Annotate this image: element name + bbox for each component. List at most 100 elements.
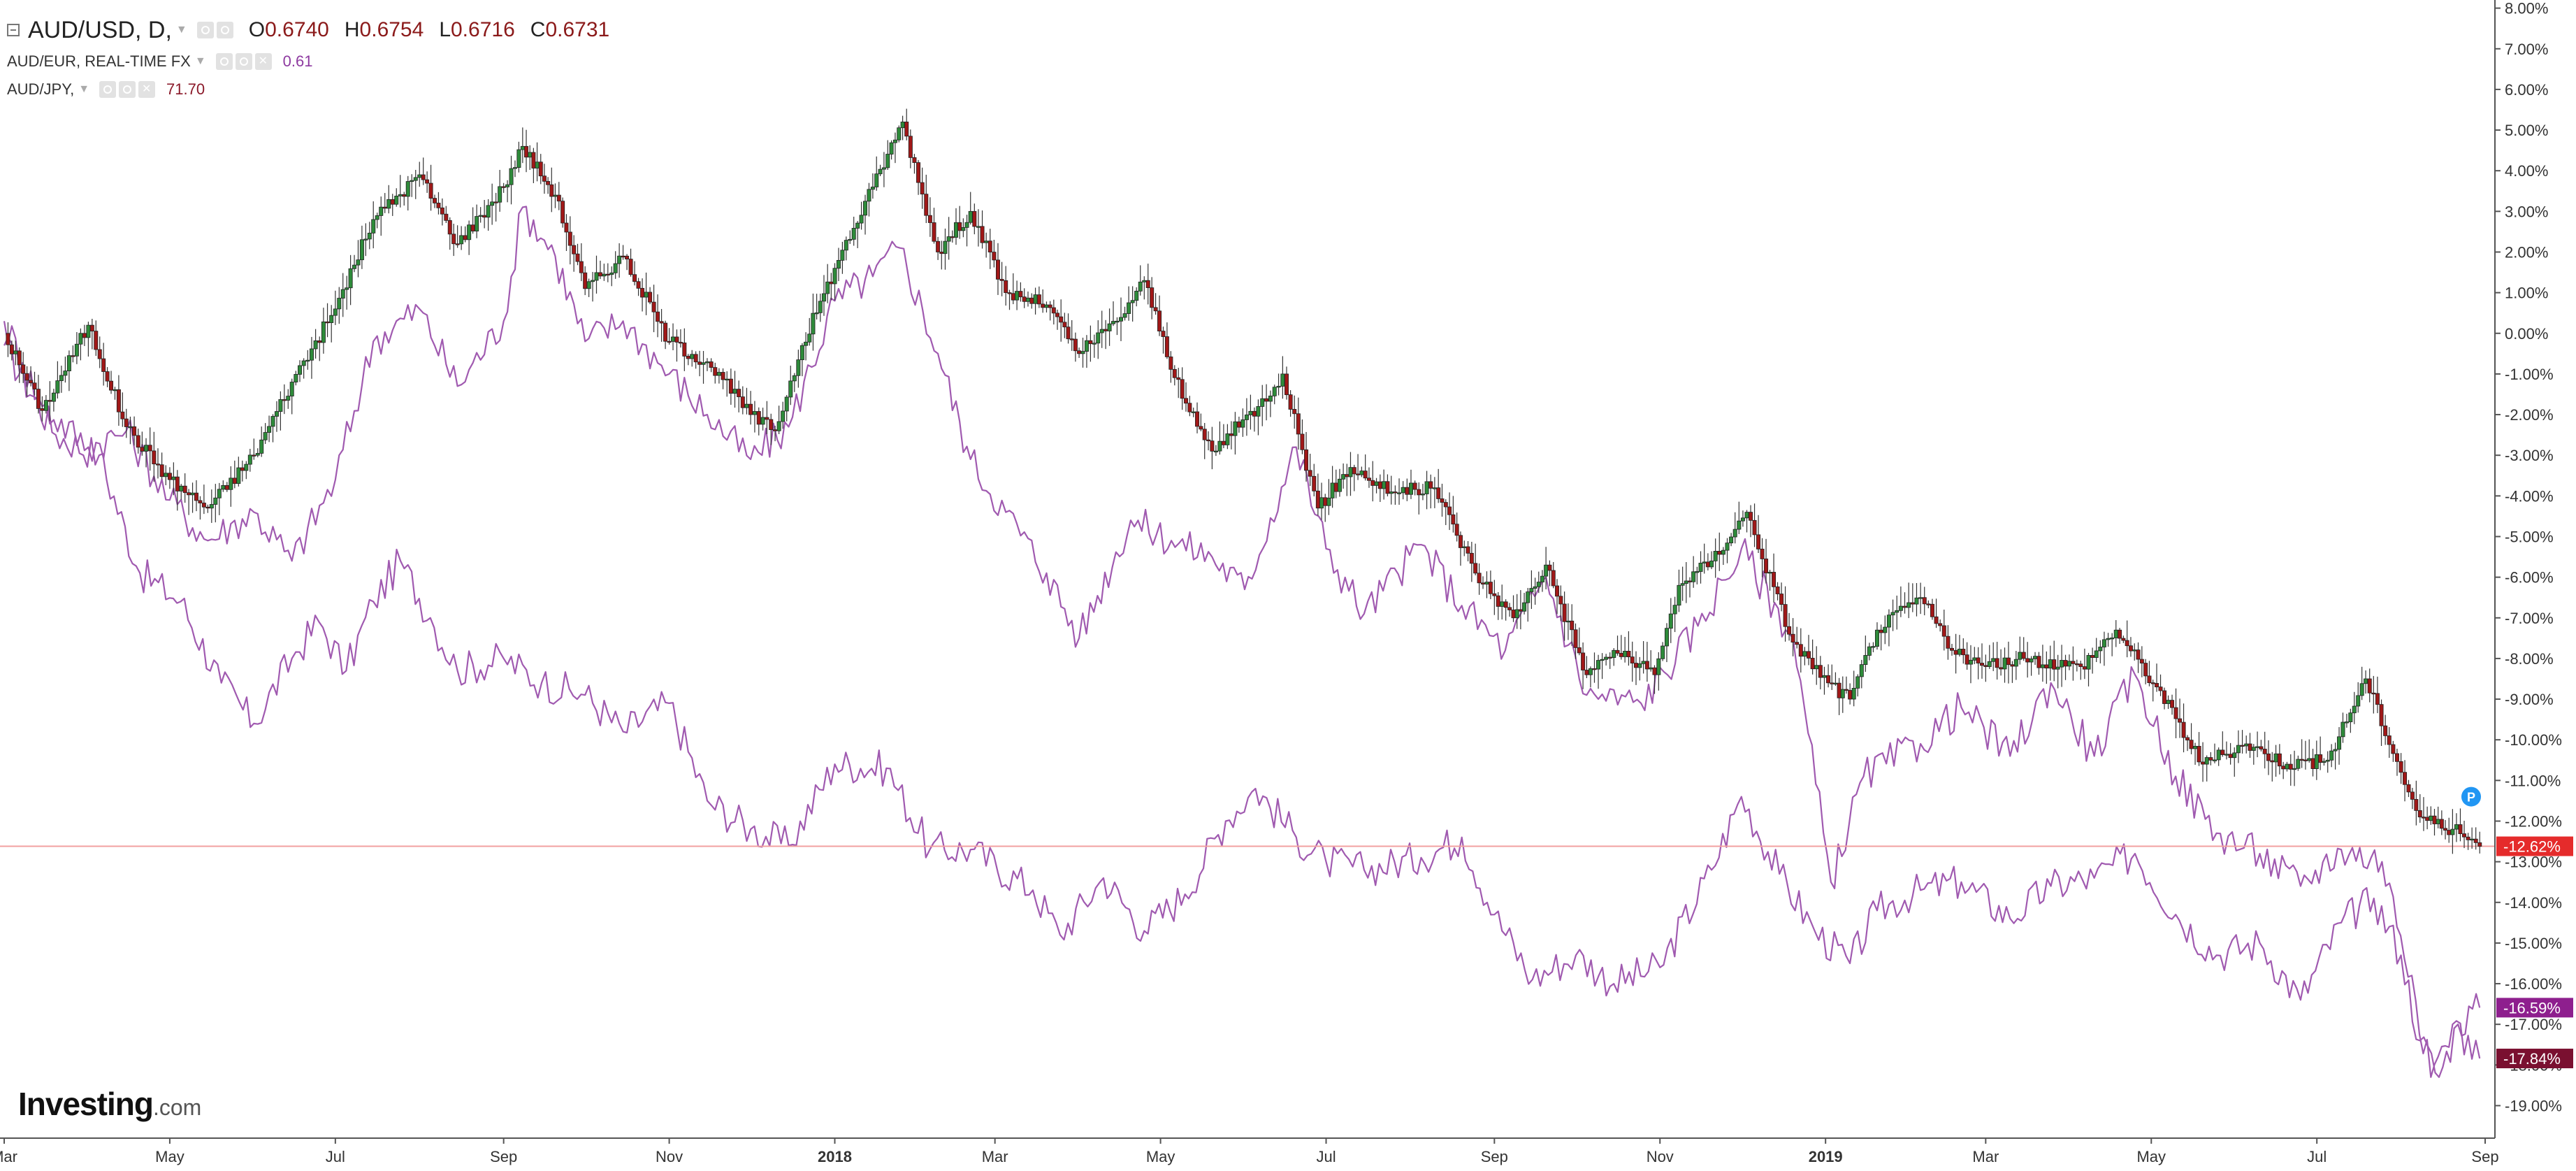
candle-body — [2375, 693, 2380, 705]
candle-body — [2447, 830, 2452, 835]
candle-body — [2322, 761, 2327, 763]
candle-body — [498, 186, 502, 203]
candle-body — [2281, 766, 2286, 770]
candle-body — [1979, 663, 1984, 666]
candle-body — [538, 161, 543, 177]
candle-body — [1145, 280, 1150, 288]
candle-body — [2002, 657, 2007, 670]
candle-body — [505, 184, 510, 187]
chevron-down-icon[interactable]: ▼ — [175, 24, 187, 36]
y-tick-label: -2.00% — [2505, 406, 2554, 424]
candle-body — [240, 467, 245, 471]
candle-body — [1191, 411, 1196, 413]
candle-body — [159, 464, 164, 477]
candle-body — [636, 281, 641, 289]
candle-body — [2106, 638, 2111, 640]
visibility-icon[interactable] — [215, 53, 233, 70]
chevron-down-icon[interactable]: ▼ — [194, 55, 206, 67]
candle-body — [1333, 482, 1338, 492]
candle-body — [1055, 312, 1060, 317]
candle-body — [182, 485, 187, 494]
candle-body — [1492, 593, 1497, 596]
close-icon[interactable] — [254, 53, 272, 70]
candle-body — [1062, 322, 1067, 328]
candle-body — [598, 272, 602, 277]
candle-body — [371, 219, 376, 234]
candle-body — [51, 392, 56, 402]
candle-body — [1810, 658, 1815, 670]
candle-body — [651, 301, 656, 312]
candle-body — [583, 272, 588, 289]
candle-body — [1296, 413, 1301, 435]
candle-body — [1934, 616, 1939, 624]
candle-body — [713, 367, 718, 376]
candle-body — [1496, 595, 1500, 607]
candle-body — [1822, 675, 1827, 678]
legend-open: O0.6740 — [249, 18, 329, 42]
candle-body — [1104, 329, 1108, 331]
candle-body — [1221, 440, 1226, 445]
visibility-icon[interactable] — [99, 81, 117, 98]
candle-body — [1244, 415, 1249, 420]
p-marker — [2461, 786, 2481, 807]
candle-body — [2371, 692, 2376, 695]
candle-body — [1637, 663, 1642, 668]
candle-body — [1677, 584, 1681, 606]
candle-body — [1007, 292, 1012, 294]
candle-body — [682, 343, 687, 357]
candle-body — [2155, 683, 2159, 688]
format-icon[interactable] — [216, 22, 233, 38]
candle-body — [531, 152, 536, 168]
price-badge-label: -12.62% — [2503, 838, 2561, 856]
candle-body — [1533, 586, 1537, 589]
candle-body — [728, 378, 733, 394]
candle-body — [1511, 610, 1516, 619]
candle-body — [2173, 707, 2178, 719]
candle-body — [987, 240, 992, 252]
candle-body — [1417, 489, 1421, 496]
candle-body — [294, 374, 298, 382]
candle-body — [2139, 659, 2144, 663]
candle-body — [2403, 772, 2408, 785]
candle-body — [1687, 580, 1692, 582]
candle-body — [463, 235, 468, 240]
legend-overlay-symbol[interactable]: AUD/JPY, — [7, 80, 75, 98]
chevron-down-icon[interactable]: ▼ — [78, 83, 90, 95]
candle-body — [1473, 563, 1478, 574]
settings-icon[interactable] — [196, 22, 214, 38]
candle-body — [1968, 659, 1973, 665]
candle-body — [995, 259, 1000, 280]
candle-body — [2220, 749, 2225, 755]
candle-body — [278, 399, 283, 412]
candle-body — [1744, 512, 1749, 519]
candle-body — [1995, 658, 1999, 668]
candle-body — [1033, 294, 1038, 304]
candle-body — [863, 201, 868, 216]
candle-body — [1408, 482, 1413, 495]
aud-jpy-line — [3, 206, 2481, 1078]
settings-icon[interactable] — [119, 81, 136, 98]
candle-body — [63, 371, 68, 376]
candle-body — [1879, 629, 1883, 633]
candle-body — [1153, 307, 1158, 312]
candle-body — [628, 259, 633, 275]
candle-body — [2040, 664, 2045, 668]
close-icon[interactable] — [138, 81, 156, 98]
settings-icon[interactable] — [235, 53, 252, 70]
candle-body — [1721, 549, 1725, 555]
candle-body — [1565, 620, 1570, 623]
candle-body — [1725, 543, 1730, 551]
legend-overlay-symbol[interactable]: AUD/EUR, REAL-TIME FX — [7, 52, 191, 70]
legend-main-symbol[interactable]: AUD/USD, D, — [28, 16, 172, 43]
candle-body — [329, 315, 334, 323]
candle-body — [1672, 605, 1677, 615]
collapse-icon[interactable] — [7, 24, 20, 36]
candle-body — [1308, 470, 1312, 477]
candle-body — [1652, 667, 1657, 675]
candle-body — [950, 236, 955, 238]
candle-body — [1059, 316, 1064, 323]
y-tick-label: -8.00% — [2505, 650, 2554, 668]
candle-body — [501, 186, 506, 188]
candle-body — [1760, 548, 1765, 559]
